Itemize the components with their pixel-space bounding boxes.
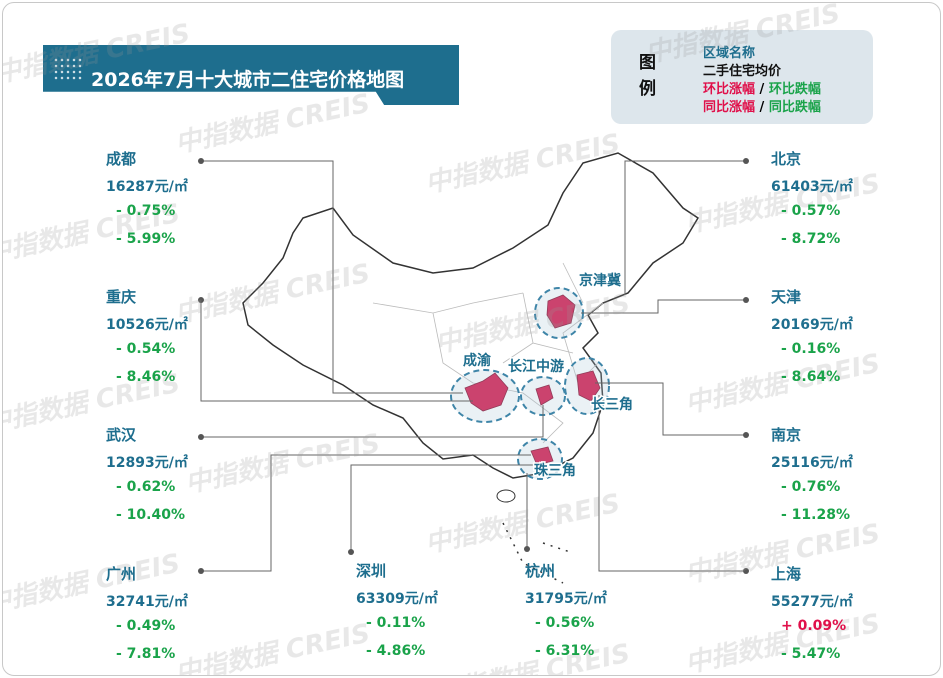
city-mom: - 0.11% [366,615,426,631]
city-mom: - 0.56% [535,615,595,631]
city-name: 成都 [106,150,137,168]
leader-dot [198,297,204,303]
legend-heading: 图 [639,53,656,73]
region-label: 成渝 [463,352,492,369]
city-mom: - 0.62% [116,479,176,495]
leader-dot [743,568,749,574]
leader-dot [524,546,530,552]
city-name: 武汉 [106,426,137,444]
legend-item: 二手住宅均价 [703,64,782,79]
legend-heading: 例 [639,79,656,99]
city-name: 天津 [771,288,802,306]
leader-dot [198,568,204,574]
leader-line [201,405,544,438]
city-name: 重庆 [106,288,137,306]
title-dots [53,57,83,81]
leader-line [624,160,746,295]
city-mom: - 0.76% [781,479,841,495]
city-mom: - 0.49% [116,618,176,634]
city-name: 上海 [771,565,802,583]
legend-box: 图 例 区域名称 二手住宅均价 环比涨幅 / 环比跌幅 同比涨幅 / 同比跌幅 [611,30,873,124]
city-mom: - 0.16% [781,341,841,357]
city-yoy: - 10.40% [116,507,185,523]
city-price: 31795元/㎡ [525,591,607,607]
city-price: 20169元/㎡ [771,317,853,333]
leader-dot [743,297,749,303]
city-price: 25116元/㎡ [771,455,853,471]
city-price: 32741元/㎡ [106,594,188,610]
legend-row: 环比涨幅 / 环比跌幅 [703,78,821,97]
city-name: 北京 [771,150,802,168]
city-price: 16287元/㎡ [106,179,188,195]
leader-line [595,382,746,436]
city-price: 63309元/㎡ [356,591,438,607]
city-yoy: - 11.28% [781,507,850,523]
city-yoy: - 8.72% [781,231,841,247]
leader-dot [198,434,204,440]
city-price: 12893元/㎡ [106,455,188,471]
legend-item: 区域名称 [703,46,756,61]
city-price: 61403元/㎡ [771,179,853,195]
leader-line [201,160,463,394]
city-mom: - 0.57% [781,203,841,219]
leader-dot [743,158,749,164]
city-name: 深圳 [356,562,387,580]
city-yoy: - 8.64% [781,369,841,385]
city-price: 10526元/㎡ [106,317,188,333]
legend-item: 同比涨幅 [703,100,756,115]
region-label: 长三角 [591,396,633,413]
city-yoy: - 5.99% [116,231,176,247]
city-mom: - 0.75% [116,203,176,219]
leader-dot [348,549,354,555]
legend-row: 同比涨幅 / 同比跌幅 [703,96,821,115]
city-yoy: - 6.31% [535,643,595,659]
leader-line [350,464,538,552]
city-yoy: - 4.86% [366,643,426,659]
region-blobs [464,294,601,466]
legend-item: 同比跌幅 [768,100,821,115]
legend-sep: / [759,100,765,115]
city-name: 南京 [771,426,802,444]
city-yoy: - 8.46% [116,369,176,385]
legend-item: 环比跌幅 [768,82,821,97]
legend-sep: / [759,82,765,97]
city-yoy: - 7.81% [116,646,176,662]
leader-lines [200,160,746,572]
city-name: 广州 [106,565,137,583]
region-label: 长江中游 [508,358,564,375]
city-mom: + 0.09% [781,618,847,634]
hainan [496,489,516,503]
leader-line [200,300,473,402]
leader-line [598,395,746,572]
legend-item: 环比涨幅 [703,82,756,97]
leader-line [201,454,531,572]
leader-line [581,299,746,314]
region-label: 京津冀 [579,272,621,289]
region-label: 珠三角 [534,462,576,479]
leader-dot [743,432,749,438]
city-mom: - 0.54% [116,341,176,357]
region-circles [450,287,610,480]
city-price: 55277元/㎡ [771,594,853,610]
leader-dot [198,158,204,164]
city-name: 杭州 [525,562,556,580]
title: 2026年7月十大城市二住宅价格地图 [91,69,405,91]
city-yoy: - 5.47% [781,646,841,662]
